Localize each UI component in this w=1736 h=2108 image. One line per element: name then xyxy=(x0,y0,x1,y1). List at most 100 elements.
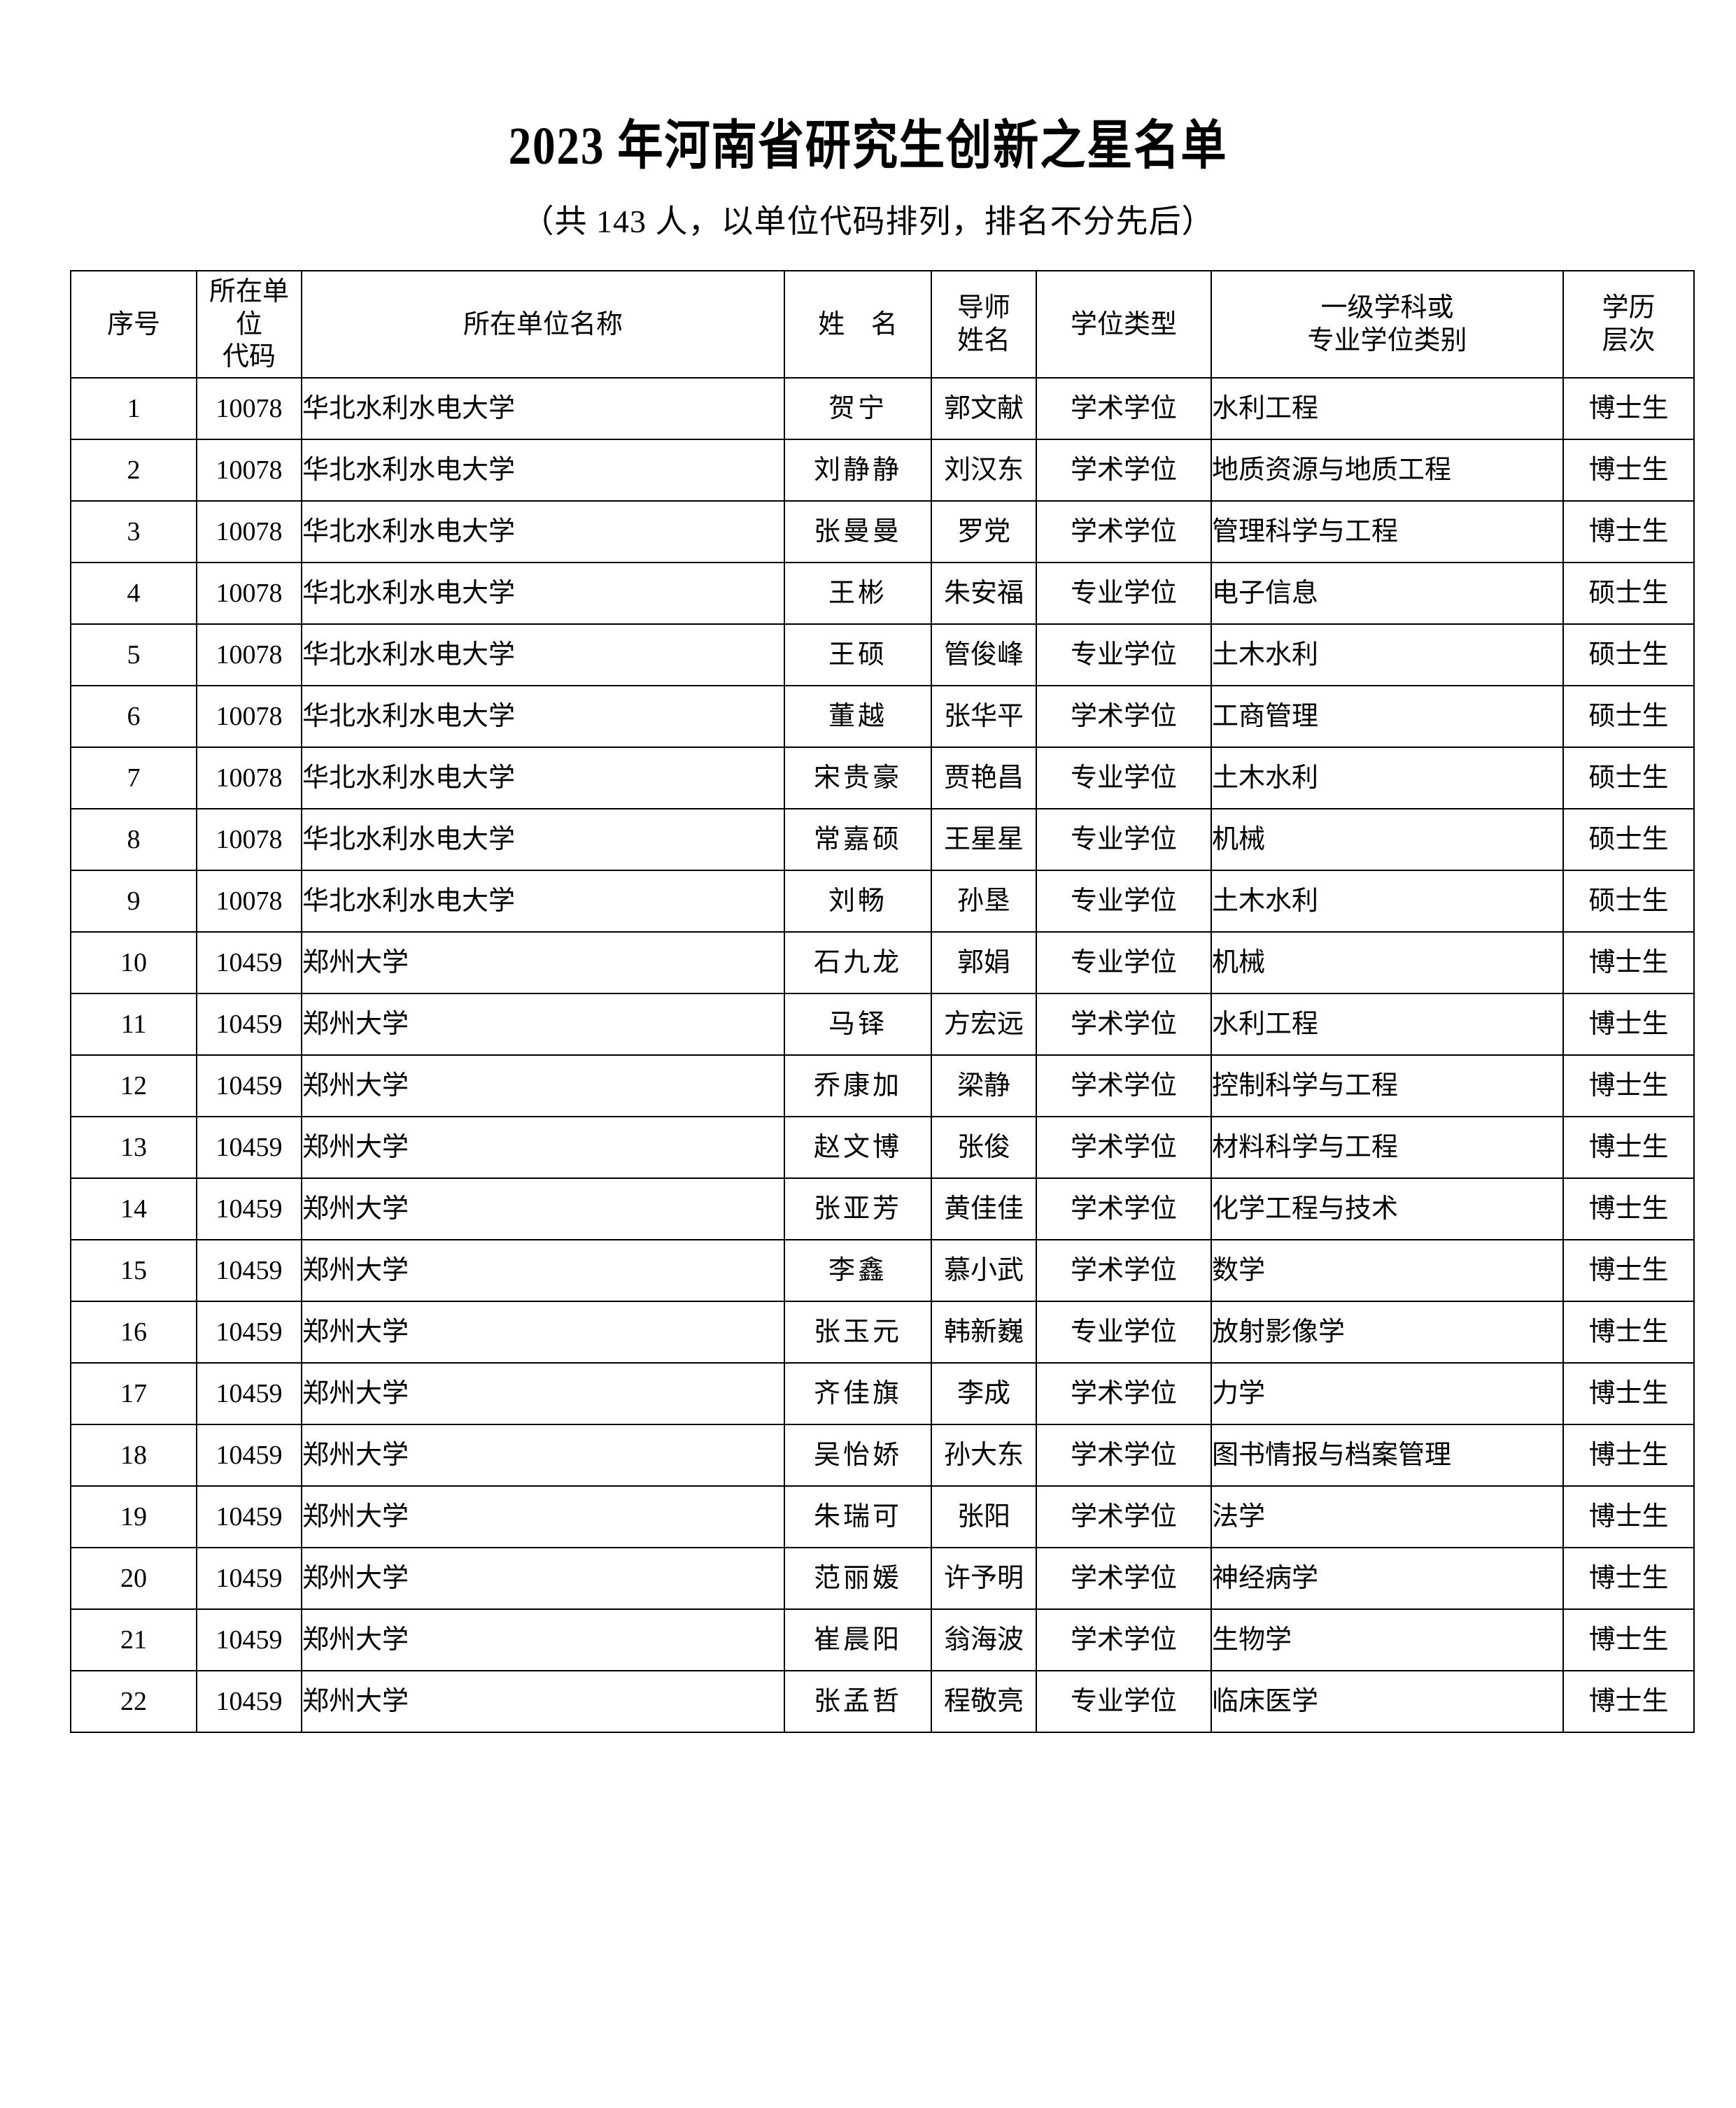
table-row: 5 10078 华北水利水电大学 王硕 管俊峰 专业学位 土木水利 硕士生 xyxy=(70,623,1695,687)
cell-mentor: 朱安福 xyxy=(931,562,1037,625)
cell-org-name: 华北水利水电大学 xyxy=(301,685,785,749)
table-row: 13 10459 郑州大学 赵文博 张俊 学术学位 材料科学与工程 博士生 xyxy=(70,1116,1695,1180)
cell-discipline: 生物学 xyxy=(1211,1608,1564,1672)
cell-mentor: 罗党 xyxy=(931,500,1037,564)
cell-degree-type: 学术学位 xyxy=(1036,1362,1212,1426)
cell-degree-type: 学术学位 xyxy=(1036,685,1212,749)
cell-index: 20 xyxy=(70,1547,197,1611)
cell-org-code: 10459 xyxy=(196,1177,302,1241)
roster-table: 序号 所在单位 代码 所在单位名称 姓 名 导师 姓名 xyxy=(70,270,1695,1734)
cell-index: 8 xyxy=(70,808,197,872)
column-header-discipline-line1: 一级学科或 xyxy=(1320,293,1454,323)
cell-mentor: 翁海波 xyxy=(931,1608,1037,1672)
cell-index: 16 xyxy=(70,1301,197,1364)
cell-student-name: 张曼曼 xyxy=(784,500,932,564)
cell-degree-type: 专业学位 xyxy=(1036,623,1212,687)
table-row: 12 10459 郑州大学 乔康加 梁静 学术学位 控制科学与工程 博士生 xyxy=(70,1054,1695,1118)
cell-index: 11 xyxy=(70,993,197,1056)
cell-mentor: 管俊峰 xyxy=(931,623,1037,687)
cell-degree-type: 专业学位 xyxy=(1036,562,1212,625)
cell-degree-type: 专业学位 xyxy=(1036,1670,1212,1734)
cell-student-name: 乔康加 xyxy=(784,1054,932,1118)
column-header-org-code-line2: 代码 xyxy=(222,341,276,372)
cell-mentor: 李成 xyxy=(931,1362,1037,1426)
cell-index: 13 xyxy=(70,1116,197,1180)
cell-org-code: 10078 xyxy=(196,685,302,749)
table-header-row: 序号 所在单位 代码 所在单位名称 姓 名 导师 姓名 xyxy=(70,270,1695,379)
cell-degree-type: 学术学位 xyxy=(1036,500,1212,564)
table-row: 15 10459 郑州大学 李鑫 慕小武 学术学位 数学 博士生 xyxy=(70,1239,1695,1303)
cell-edu-level: 博士生 xyxy=(1562,1424,1695,1487)
cell-edu-level: 博士生 xyxy=(1562,993,1695,1056)
roster-table-container: 序号 所在单位 代码 所在单位名称 姓 名 导师 姓名 xyxy=(0,239,1736,1734)
table-body: 1 10078 华北水利水电大学 贺宁 郭文献 学术学位 水利工程 博士生 2 10078 华北水利… xyxy=(70,377,1695,1734)
cell-student-name: 刘畅 xyxy=(784,870,932,933)
column-header-edu-level-line2: 层次 xyxy=(1602,325,1656,355)
column-header-discipline-line2: 专业学位类别 xyxy=(1307,325,1467,355)
column-header-mentor-line2: 姓名 xyxy=(957,325,1010,355)
cell-discipline: 放射影像学 xyxy=(1211,1301,1564,1364)
cell-discipline: 管理科学与工程 xyxy=(1211,500,1564,564)
table-row: 2 10078 华北水利水电大学 刘静静 刘汉东 学术学位 地质资源与地质工程 博士生 xyxy=(70,439,1695,502)
cell-degree-type: 专业学位 xyxy=(1036,870,1212,933)
cell-index: 1 xyxy=(70,377,197,441)
cell-org-name: 郑州大学 xyxy=(301,1362,785,1426)
cell-student-name: 贺宁 xyxy=(784,377,932,441)
cell-index: 2 xyxy=(70,439,197,502)
table-row: 4 10078 华北水利水电大学 王彬 朱安福 专业学位 电子信息 硕士生 xyxy=(70,562,1695,625)
cell-student-name: 赵文博 xyxy=(784,1116,932,1180)
column-header-mentor: 导师 姓名 xyxy=(931,270,1037,379)
cell-index: 5 xyxy=(70,623,197,687)
cell-org-code: 10078 xyxy=(196,808,302,872)
cell-org-code: 10459 xyxy=(196,993,302,1056)
cell-org-code: 10459 xyxy=(196,1424,302,1487)
cell-degree-type: 学术学位 xyxy=(1036,1547,1212,1611)
cell-discipline: 工商管理 xyxy=(1211,685,1564,749)
cell-org-name: 郑州大学 xyxy=(301,931,785,995)
cell-org-code: 10459 xyxy=(196,1670,302,1734)
cell-student-name: 王硕 xyxy=(784,623,932,687)
table-row: 1 10078 华北水利水电大学 贺宁 郭文献 学术学位 水利工程 博士生 xyxy=(70,377,1695,441)
table-row: 9 10078 华北水利水电大学 刘畅 孙垦 专业学位 土木水利 硕士生 xyxy=(70,870,1695,933)
cell-org-code: 10078 xyxy=(196,562,302,625)
table-row: 18 10459 郑州大学 吴怡娇 孙大东 学术学位 图书情报与档案管理 博士生 xyxy=(70,1424,1695,1487)
cell-org-code: 10078 xyxy=(196,439,302,502)
cell-degree-type: 专业学位 xyxy=(1036,1301,1212,1364)
cell-org-name: 华北水利水电大学 xyxy=(301,870,785,933)
cell-mentor: 张俊 xyxy=(931,1116,1037,1180)
table-row: 10 10459 郑州大学 石九龙 郭娟 专业学位 机械 博士生 xyxy=(70,931,1695,995)
cell-degree-type: 学术学位 xyxy=(1036,1177,1212,1241)
table-row: 8 10078 华北水利水电大学 常嘉硕 王星星 专业学位 机械 硕士生 xyxy=(70,808,1695,872)
cell-student-name: 常嘉硕 xyxy=(784,808,932,872)
cell-discipline: 电子信息 xyxy=(1211,562,1564,625)
column-header-org-name: 所在单位名称 xyxy=(301,270,785,379)
cell-edu-level: 硕士生 xyxy=(1562,623,1695,687)
cell-index: 9 xyxy=(70,870,197,933)
cell-student-name: 齐佳旗 xyxy=(784,1362,932,1426)
cell-index: 12 xyxy=(70,1054,197,1118)
column-header-org-code: 所在单位 代码 xyxy=(196,270,302,379)
cell-edu-level: 硕士生 xyxy=(1562,562,1695,625)
cell-degree-type: 学术学位 xyxy=(1036,439,1212,502)
cell-org-code: 10459 xyxy=(196,1116,302,1180)
table-row: 11 10459 郑州大学 马铎 方宏远 学术学位 水利工程 博士生 xyxy=(70,993,1695,1056)
cell-org-name: 郑州大学 xyxy=(301,1116,785,1180)
table-header: 序号 所在单位 代码 所在单位名称 姓 名 导师 姓名 xyxy=(70,270,1695,379)
cell-discipline: 土木水利 xyxy=(1211,747,1564,810)
table-row: 19 10459 郑州大学 朱瑞可 张阳 学术学位 法学 博士生 xyxy=(70,1485,1695,1549)
cell-org-code: 10078 xyxy=(196,870,302,933)
cell-discipline: 数学 xyxy=(1211,1239,1564,1303)
cell-org-code: 10459 xyxy=(196,1547,302,1611)
cell-student-name: 吴怡娇 xyxy=(784,1424,932,1487)
cell-discipline: 地质资源与地质工程 xyxy=(1211,439,1564,502)
table-row: 6 10078 华北水利水电大学 董越 张华平 学术学位 工商管理 硕士生 xyxy=(70,685,1695,749)
cell-edu-level: 博士生 xyxy=(1562,1547,1695,1611)
cell-degree-type: 学术学位 xyxy=(1036,1054,1212,1118)
cell-index: 14 xyxy=(70,1177,197,1241)
cell-org-name: 华北水利水电大学 xyxy=(301,808,785,872)
cell-mentor: 孙大东 xyxy=(931,1424,1037,1487)
cell-discipline: 图书情报与档案管理 xyxy=(1211,1424,1564,1487)
cell-degree-type: 学术学位 xyxy=(1036,1608,1212,1672)
cell-degree-type: 学术学位 xyxy=(1036,1239,1212,1303)
cell-degree-type: 学术学位 xyxy=(1036,1485,1212,1549)
